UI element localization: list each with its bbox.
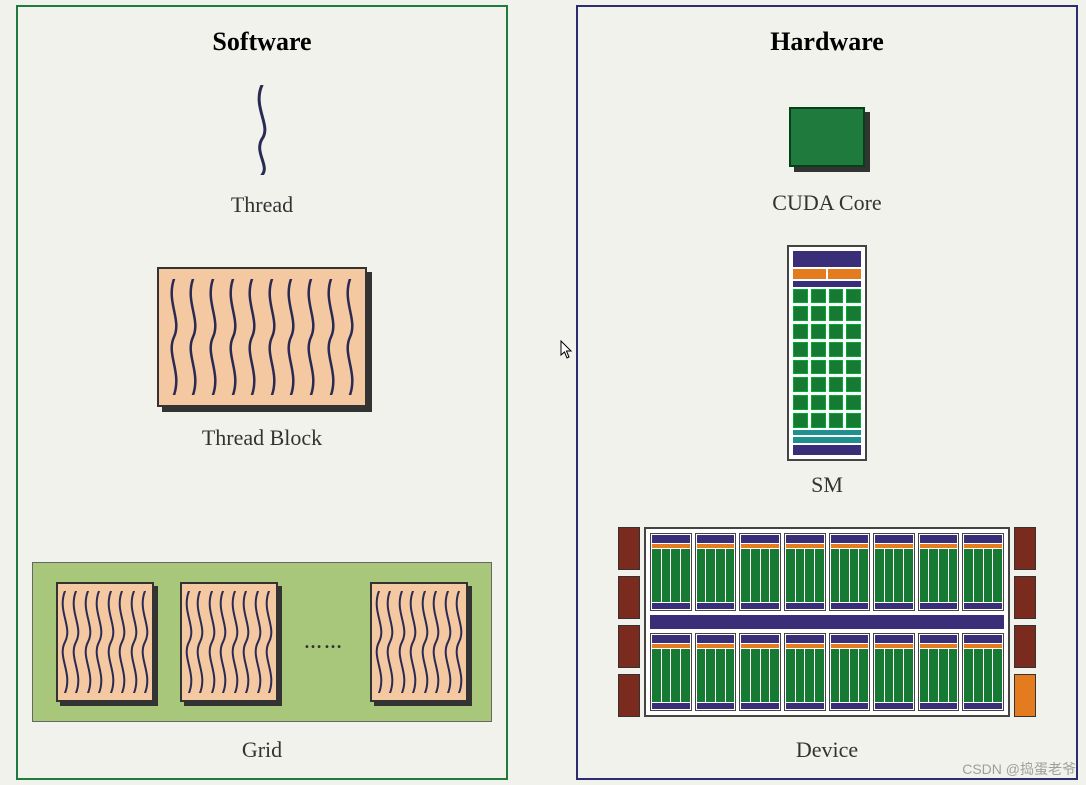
device-center: [644, 527, 1010, 717]
cuda-core-label: CUDA Core: [578, 190, 1076, 216]
device-sm: [739, 633, 781, 711]
device-sm: [695, 633, 737, 711]
device-sm: [739, 533, 781, 611]
grid-block: [180, 582, 278, 702]
watermark-text: CSDN @捣蛋老爷: [962, 759, 1076, 779]
grid-box: ……: [32, 562, 492, 722]
device-sm: [650, 633, 692, 711]
device-sm: [695, 533, 737, 611]
thread-squiggle: [252, 85, 272, 175]
software-title: Software: [18, 27, 506, 57]
device-sm: [784, 633, 826, 711]
grid-block: [370, 582, 468, 702]
grid-block: [56, 582, 154, 702]
grid-label: Grid: [18, 737, 506, 763]
thread-label: Thread: [18, 192, 506, 218]
hardware-title: Hardware: [578, 27, 1076, 57]
software-panel: Software Thread Thread Block …… Grid: [16, 5, 508, 780]
device-box: [618, 527, 1036, 717]
device-sm: [829, 633, 871, 711]
device-sm: [873, 533, 915, 611]
device-sm: [829, 533, 871, 611]
sm-label: SM: [578, 472, 1076, 498]
device-side: [1014, 527, 1036, 717]
hardware-panel: Hardware CUDA Core SM Device: [576, 5, 1078, 780]
device-sm: [784, 533, 826, 611]
ellipsis: ……: [304, 632, 344, 653]
cursor-icon: [560, 340, 574, 360]
cuda-core-box: [789, 107, 865, 167]
device-sm: [918, 633, 960, 711]
device-sm: [873, 633, 915, 711]
thread-block-box: [157, 267, 367, 407]
sm-box: [787, 245, 867, 461]
device-sm: [918, 533, 960, 611]
thread-block-label: Thread Block: [18, 425, 506, 451]
device-side: [618, 527, 640, 717]
device-sm: [962, 633, 1004, 711]
device-sm: [650, 533, 692, 611]
device-sm: [962, 533, 1004, 611]
